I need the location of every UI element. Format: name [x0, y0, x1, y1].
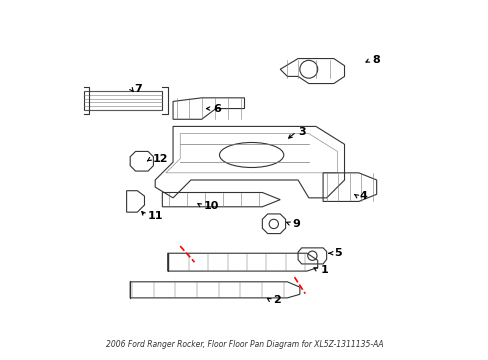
Text: 12: 12 [152, 154, 167, 164]
Text: 10: 10 [203, 201, 219, 211]
Text: 5: 5 [334, 248, 342, 258]
Text: 9: 9 [292, 219, 300, 229]
Text: 6: 6 [213, 104, 221, 113]
Text: 3: 3 [298, 127, 306, 137]
Text: 2006 Ford Ranger Rocker, Floor Floor Pan Diagram for XL5Z-1311135-AA: 2006 Ford Ranger Rocker, Floor Floor Pan… [105, 340, 383, 349]
Text: 11: 11 [148, 211, 163, 221]
Text: 8: 8 [371, 55, 379, 65]
Text: 7: 7 [134, 84, 141, 94]
Text: 2: 2 [272, 296, 280, 305]
Text: 1: 1 [320, 265, 327, 275]
Text: 4: 4 [359, 191, 366, 201]
